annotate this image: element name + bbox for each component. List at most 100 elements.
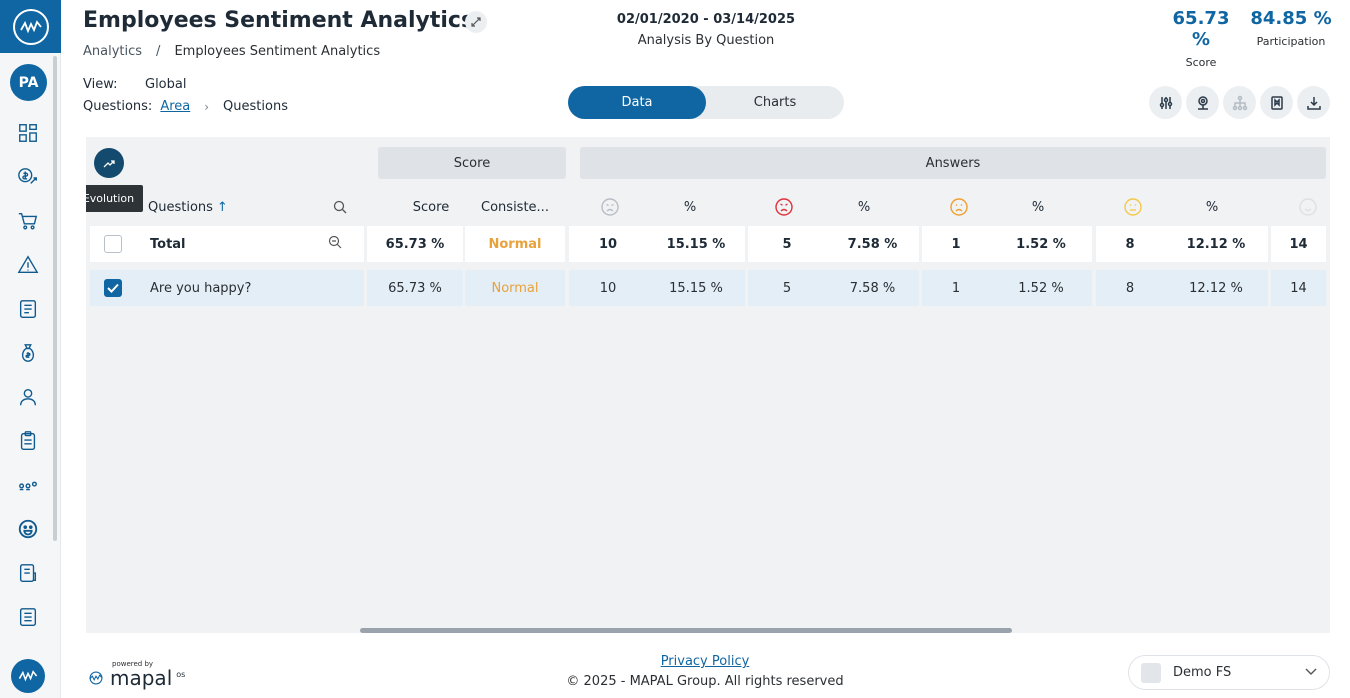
view-value: Global <box>145 77 187 92</box>
row-cell: 1.52 % <box>990 270 1092 306</box>
angry-face-icon <box>772 197 796 217</box>
total-cell: 14 <box>1271 226 1326 262</box>
kpi-score: 65.73 % Score <box>1163 8 1239 69</box>
total-cell: 1.52 % <box>990 226 1092 262</box>
tab-data[interactable]: Data <box>568 86 706 119</box>
row-cell: 8 <box>1096 270 1164 306</box>
table-row[interactable]: Are you happy? 65.73 % Normal 10 15.15 %… <box>86 270 1330 306</box>
sidebar-scrollbar[interactable] <box>53 56 57 541</box>
report-icon[interactable] <box>16 561 40 585</box>
dashboard-icon[interactable] <box>16 121 40 145</box>
questions-label: Questions: <box>83 99 153 114</box>
questions-header-label: Questions <box>148 199 213 215</box>
row-cell: 15.15 % <box>647 270 745 306</box>
filters-icon[interactable] <box>1149 86 1182 119</box>
app-logo[interactable] <box>0 0 61 53</box>
chevron-down-icon[interactable] <box>1305 665 1317 680</box>
cart-icon[interactable] <box>16 209 40 233</box>
document-icon[interactable] <box>16 605 40 629</box>
total-cell: 5 <box>748 226 826 262</box>
total-cell: 1 <box>922 226 990 262</box>
bookmark-icon[interactable] <box>1260 86 1293 119</box>
row-cell: 1 <box>922 270 990 306</box>
sort-up-icon[interactable]: ↑ <box>216 199 228 215</box>
question-cell: Are you happy? <box>90 270 364 306</box>
wave-logo-icon <box>89 671 103 685</box>
happy-face-icon <box>1296 197 1320 217</box>
pct-header-3: % <box>1031 199 1045 215</box>
expand-icon[interactable] <box>465 11 487 33</box>
total-cell: 15.15 % <box>647 226 745 262</box>
sidebar: PA <box>0 0 61 698</box>
company-name: Demo FS <box>1173 665 1232 680</box>
total-cell: 12.12 % <box>1164 226 1268 262</box>
powered-by-logo: powered by mapal os <box>86 660 185 690</box>
total-checkbox[interactable] <box>104 235 122 253</box>
breadcrumb: Analytics / Employees Sentiment Analytic… <box>83 44 380 59</box>
total-label-cell: Total <box>90 226 364 262</box>
breadcrumb-separator: / <box>156 44 161 59</box>
download-icon[interactable] <box>1297 86 1330 119</box>
horizontal-scrollbar[interactable] <box>360 628 1012 633</box>
analysis-subtitle: Analysis By Question <box>637 33 775 48</box>
row-consistency: Normal <box>465 270 565 306</box>
sad-face-icon <box>947 197 971 217</box>
avatar[interactable]: PA <box>10 64 47 101</box>
area-link[interactable]: Area <box>160 99 191 114</box>
sales-icon[interactable] <box>16 165 40 189</box>
brand-logo: mapal os <box>86 666 185 690</box>
date-range[interactable]: 02/01/2020 - 03/14/2025 <box>616 12 796 27</box>
hierarchy-icon[interactable] <box>1223 86 1256 119</box>
privacy-policy-link[interactable]: Privacy Policy <box>660 654 750 669</box>
location-icon[interactable] <box>1186 86 1219 119</box>
evolution-button[interactable] <box>94 148 124 178</box>
company-selector[interactable]: Demo FS <box>1128 655 1330 690</box>
powered-by-text: powered by <box>112 660 154 668</box>
row-cell: 10 <box>569 270 647 306</box>
tab-charts[interactable]: Charts <box>753 95 797 110</box>
user-icon[interactable] <box>16 385 40 409</box>
row-cell: 12.12 % <box>1164 270 1268 306</box>
total-cell: 7.58 % <box>826 226 919 262</box>
row-cell: 14 <box>1271 270 1326 306</box>
view-label: View: <box>83 77 118 92</box>
score-header[interactable]: Score <box>412 199 450 215</box>
answers-group-header: Answers <box>580 147 1326 179</box>
total-consistency: Normal <box>465 226 565 262</box>
smiley-icon[interactable] <box>16 517 40 541</box>
consistency-header[interactable]: Consiste... <box>481 199 549 215</box>
questions-header[interactable]: Questions ↑ <box>148 197 268 217</box>
questions-filter: Questions: Area › Questions <box>83 99 288 114</box>
row-checkbox[interactable] <box>104 279 122 297</box>
alert-icon[interactable] <box>16 253 40 277</box>
evolution-tooltip: Evolution <box>86 185 143 212</box>
total-cell: 8 <box>1096 226 1164 262</box>
view-toggle: Data Charts <box>568 86 844 119</box>
question-label: Are you happy? <box>150 280 252 296</box>
kpi-participation-value: 84.85 % <box>1250 8 1332 29</box>
breadcrumb-analytics[interactable]: Analytics <box>83 44 143 59</box>
chevron-right-icon: › <box>204 99 210 114</box>
total-cell: 10 <box>569 226 647 262</box>
checklist-icon[interactable] <box>16 297 40 321</box>
money-bag-icon[interactable] <box>16 341 40 365</box>
wave-logo-icon <box>12 8 49 45</box>
zoom-out-icon[interactable] <box>328 235 342 253</box>
page-title: Employees Sentiment Analytics <box>83 8 475 33</box>
row-score: 65.73 % <box>367 270 463 306</box>
pct-header-1: % <box>683 199 697 215</box>
total-score: 65.73 % <box>367 226 463 262</box>
data-table: Evolution Score Answers Questions ↑ Scor… <box>86 137 1330 633</box>
search-icon[interactable] <box>330 197 350 217</box>
kpi-score-value: 65.73 % <box>1172 8 1230 50</box>
clipboard-icon[interactable] <box>16 429 40 453</box>
training-icon[interactable] <box>16 473 40 497</box>
brand-suffix: os <box>176 669 186 679</box>
total-row: Total 65.73 % Normal 10 15.15 % 5 7.58 %… <box>86 226 1330 262</box>
wave-logo-icon[interactable] <box>11 659 45 693</box>
very-sad-face-icon <box>598 197 622 217</box>
questions-current: Questions <box>223 99 288 114</box>
breadcrumb-current: Employees Sentiment Analytics <box>174 44 381 59</box>
pct-header-2: % <box>857 199 871 215</box>
company-image-icon <box>1141 662 1161 683</box>
